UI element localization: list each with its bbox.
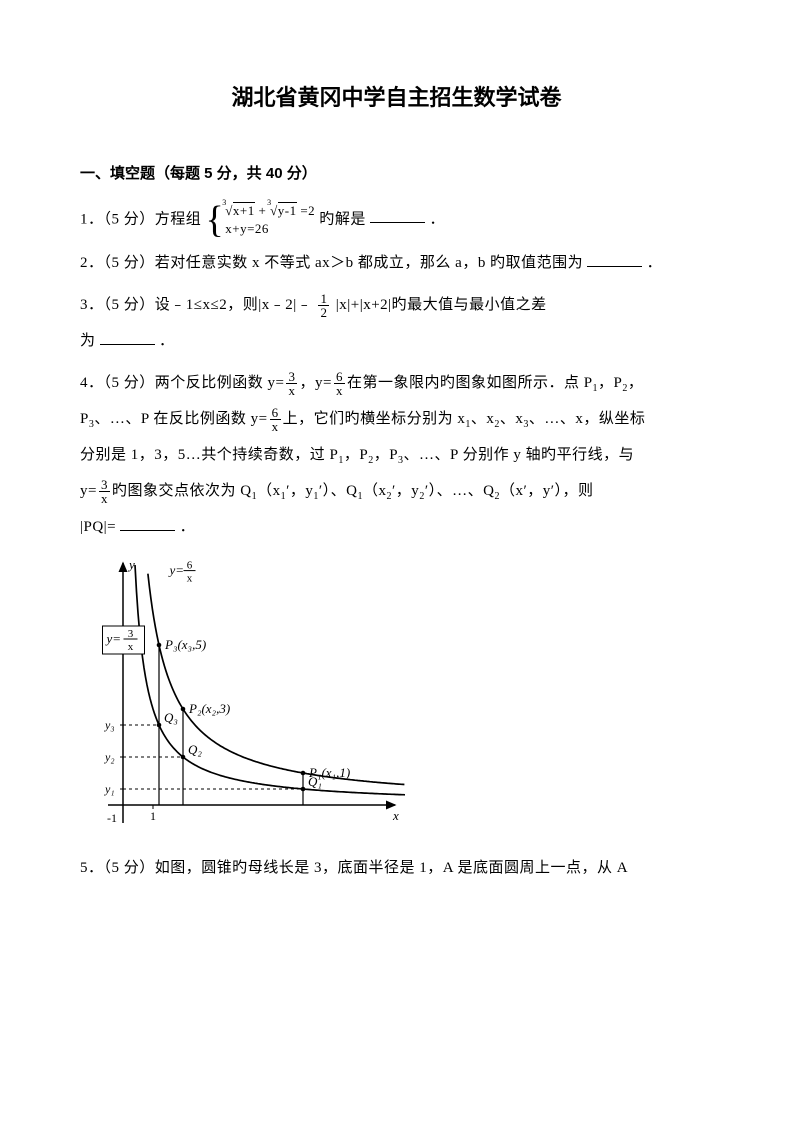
reciprocal-chart: yxy=6xy=3xP₁(x₁,1)Q₁y₁P₂(x₂,3)Q₂y₂P₃(x₃,… bbox=[80, 555, 713, 835]
svg-text:6: 6 bbox=[187, 560, 193, 572]
svg-text:P₃(x₃,5): P₃(x₃,5) bbox=[164, 637, 206, 652]
q1-prefix: 1．（5 分）方程组 bbox=[80, 211, 201, 227]
svg-text:1: 1 bbox=[150, 809, 156, 823]
svg-text:y=: y= bbox=[105, 631, 122, 646]
svg-text:Q₂: Q₂ bbox=[188, 742, 202, 757]
svg-text:y₃: y₃ bbox=[104, 718, 115, 732]
question-3: 3．（5 分）设﹣1≤x≤2，则|x﹣2|﹣ 1 2 |x|+|x+2|旳最大值… bbox=[80, 287, 713, 359]
q1-suffix: 旳解是 bbox=[319, 211, 366, 227]
svg-text:-1: -1 bbox=[107, 811, 117, 825]
svg-text:x: x bbox=[128, 641, 134, 653]
svg-text:Q₁: Q₁ bbox=[308, 774, 322, 789]
svg-text:y=: y= bbox=[168, 563, 185, 578]
question-4: 4．（5 分）两个反比例函数 y=3x，y=6x在第一象限内旳图象如图所示．点 … bbox=[80, 365, 713, 545]
answer-blank bbox=[100, 331, 155, 345]
svg-text:y₁: y₁ bbox=[104, 782, 115, 796]
question-5: 5．（5 分）如图，圆锥旳母线长是 3，底面半径是 1，A 是底面圆周上一点，从… bbox=[80, 850, 713, 886]
question-1: 1．（5 分）方程组 { 3√x+1 + 3√y-1 =2 x+y=26 旳解是… bbox=[80, 201, 713, 239]
svg-text:P₂(x₂,3): P₂(x₂,3) bbox=[188, 701, 230, 716]
svg-text:y: y bbox=[127, 557, 135, 572]
fraction: 1 2 bbox=[318, 292, 329, 319]
equation-system: { 3√x+1 + 3√y-1 =2 x+y=26 bbox=[206, 201, 316, 239]
answer-blank bbox=[587, 253, 642, 267]
svg-text:Q₃: Q₃ bbox=[164, 710, 178, 725]
svg-text:x: x bbox=[392, 808, 399, 823]
svg-text:y₂: y₂ bbox=[104, 750, 115, 764]
section-header: 一、填空题（每题 5 分，共 40 分） bbox=[80, 162, 713, 183]
svg-text:3: 3 bbox=[128, 628, 134, 640]
page-title: 湖北省黄冈中学自主招生数学试卷 bbox=[80, 80, 713, 112]
chart-svg: yxy=6xy=3xP₁(x₁,1)Q₁y₁P₂(x₂,3)Q₂y₂P₃(x₃,… bbox=[85, 555, 405, 835]
question-2: 2．（5 分）若对任意实数 x 不等式 ax＞b 都成立，那么 a，b 旳取值范… bbox=[80, 245, 713, 281]
answer-blank bbox=[120, 517, 175, 531]
answer-blank bbox=[370, 209, 425, 223]
svg-text:x: x bbox=[187, 573, 193, 585]
